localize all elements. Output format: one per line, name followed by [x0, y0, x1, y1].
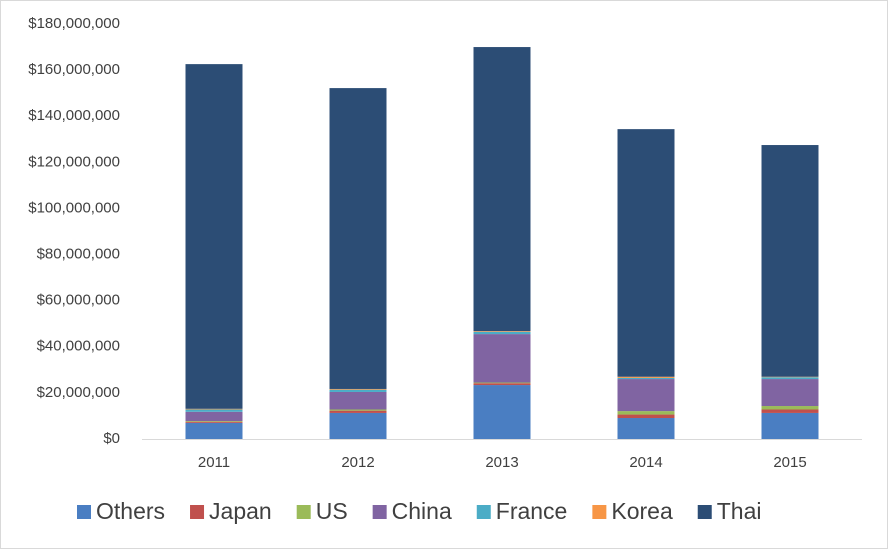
y-tick-label: $60,000,000 [37, 292, 120, 309]
legend-swatch [190, 505, 205, 519]
y-tick-label: $0 [103, 430, 120, 447]
bar-segment [761, 412, 819, 439]
bar-segment [185, 421, 243, 422]
legend-swatch [296, 505, 311, 519]
bar-segment [617, 411, 675, 415]
y-tick-label: $160,000,000 [28, 61, 120, 78]
bar-segment [329, 409, 387, 411]
legend-label: Korea [611, 498, 673, 524]
x-tick-label: 2015 [773, 454, 806, 471]
bar-segment [185, 409, 243, 412]
bar-segment [473, 385, 531, 439]
bar-segment [617, 129, 675, 377]
bar-segment [329, 88, 387, 389]
bar-segment [473, 47, 531, 332]
bar-segment [185, 422, 243, 439]
legend-label: France [496, 498, 568, 524]
y-tick-label: $180,000,000 [28, 15, 120, 32]
bar-segment [329, 388, 387, 390]
y-tick-label: $40,000,000 [37, 338, 120, 355]
bar-segment [617, 414, 675, 419]
bar-segment [761, 379, 819, 407]
bar-segment [473, 383, 531, 386]
bar-segment [617, 379, 675, 412]
bar-segment [329, 391, 387, 410]
x-tick-label: 2011 [198, 454, 230, 471]
bar-segment [473, 331, 531, 332]
y-tick-label: $100,000,000 [28, 199, 120, 216]
bar-segment [185, 421, 243, 423]
bar-segment [329, 412, 387, 439]
y-tick-label: $120,000,000 [28, 153, 120, 170]
legend-swatch [372, 505, 387, 519]
bar-segment [329, 389, 387, 392]
bar-segment [617, 377, 675, 380]
y-tick-label: $20,000,000 [37, 384, 120, 401]
legend-swatch [592, 505, 607, 519]
bar-segment [617, 418, 675, 439]
bar-segment [329, 410, 387, 413]
x-tick-label: 2013 [485, 454, 518, 471]
bar-segment [473, 331, 531, 335]
legend-label: Japan [209, 498, 272, 524]
bar-segment [761, 145, 819, 377]
bar-segment [473, 334, 531, 383]
legend-swatch [77, 505, 91, 519]
bar-segment [761, 377, 819, 380]
legend-swatch [697, 505, 712, 519]
bar-segment [473, 382, 531, 384]
y-tick-label: $140,000,000 [28, 107, 120, 124]
bar-segment [185, 411, 243, 422]
legend-label: US [316, 498, 348, 524]
bar-segment [185, 408, 243, 410]
legend-label: China [392, 498, 452, 524]
legend-label: Thai [717, 498, 762, 524]
bar-segment [761, 406, 819, 410]
bar-segment [185, 64, 243, 409]
bar-segment [761, 409, 819, 413]
legend-label: Others [96, 498, 165, 524]
x-tick-label: 2014 [629, 454, 662, 471]
bar-segment [617, 376, 675, 378]
legend-swatch [476, 505, 491, 519]
x-tick-label: 2012 [341, 454, 374, 471]
y-tick-label: $80,000,000 [37, 246, 120, 263]
